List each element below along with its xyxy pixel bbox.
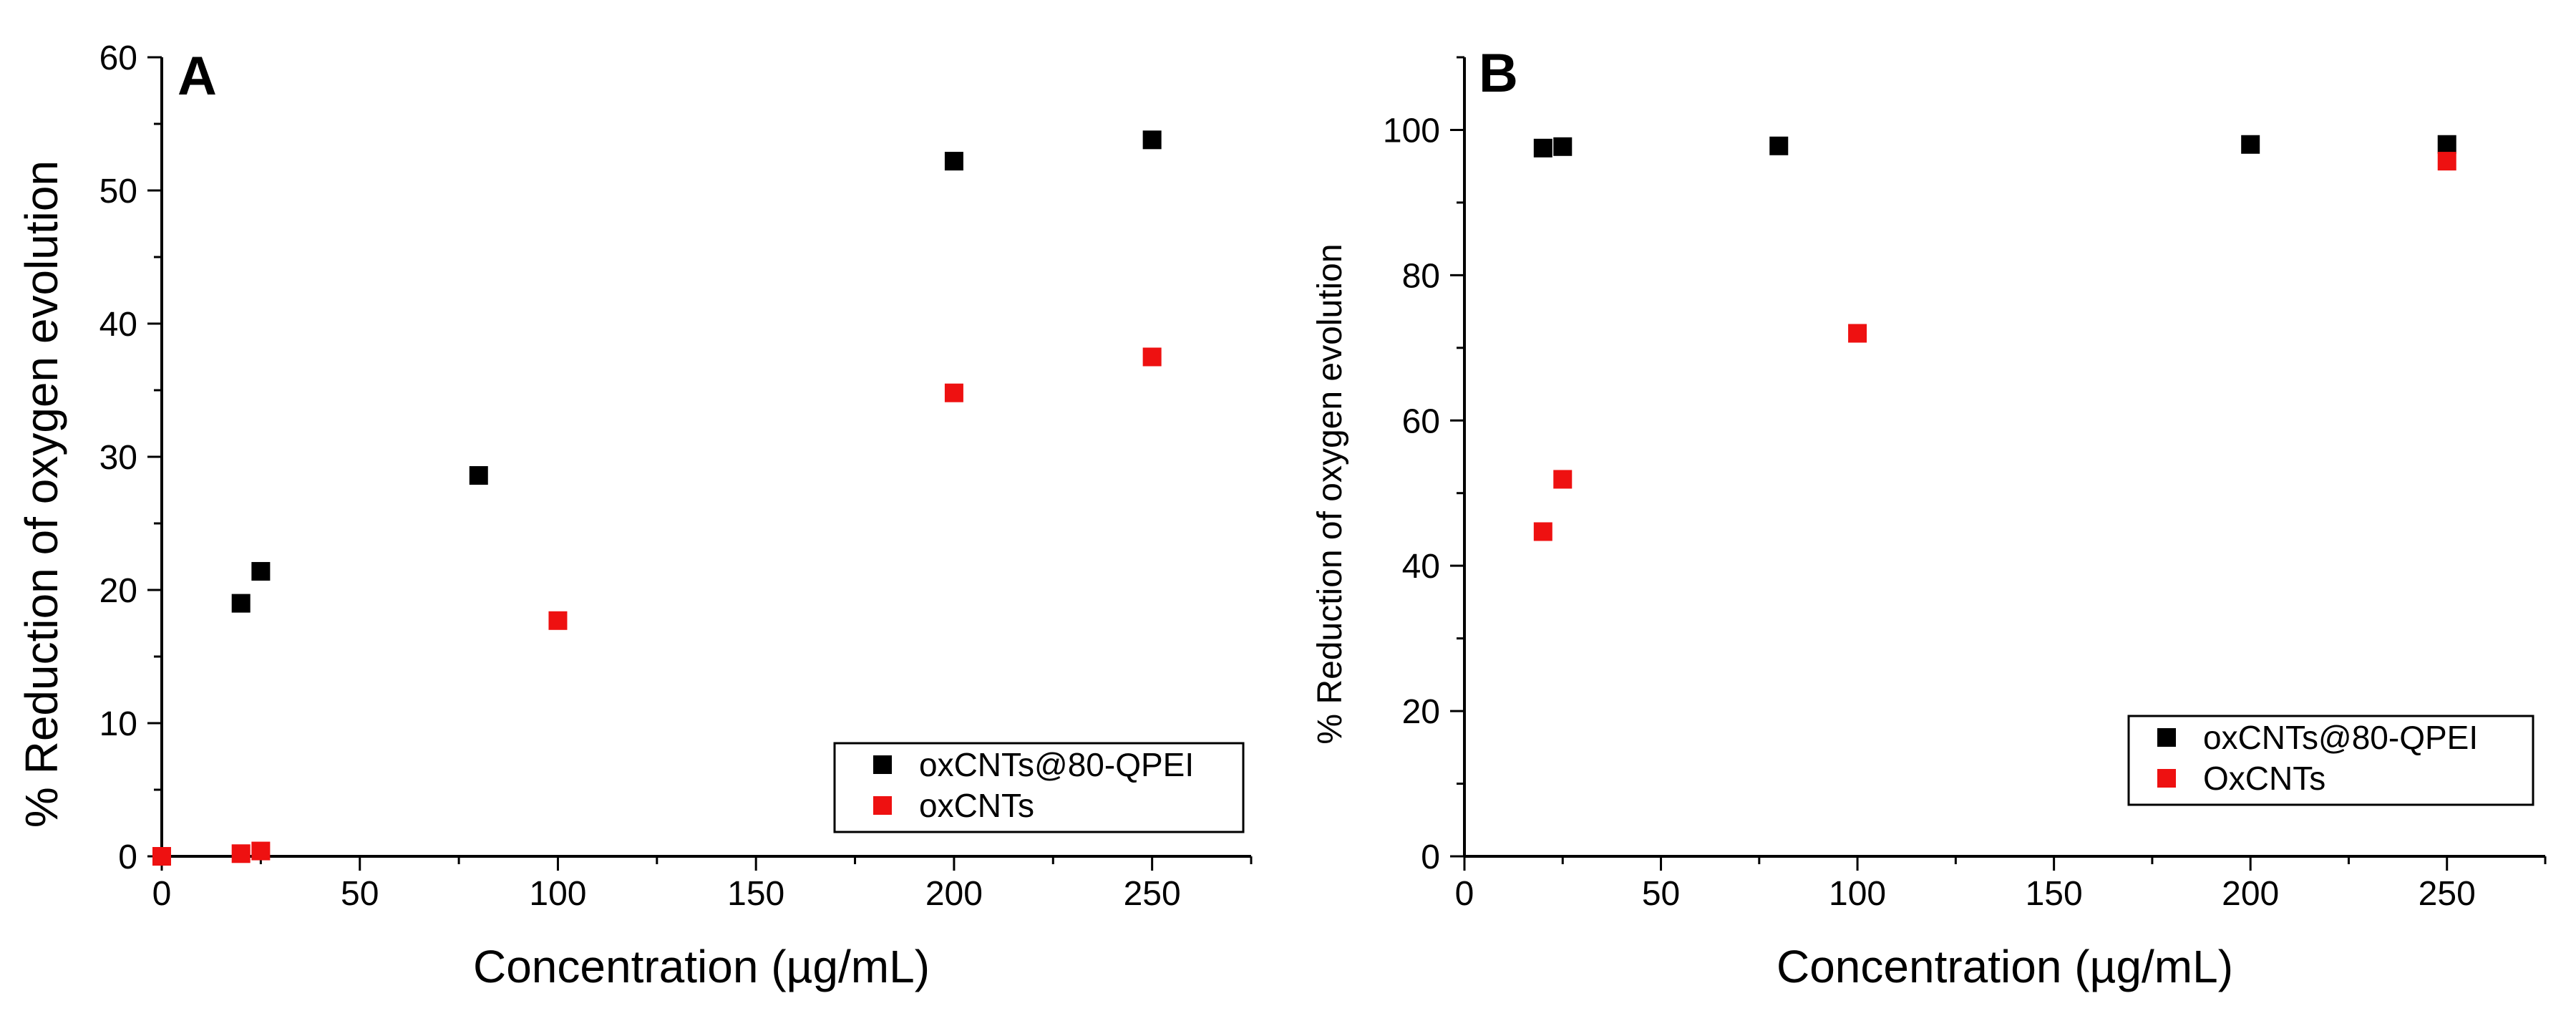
panel-a-y-tick-label: 20 xyxy=(99,572,137,610)
panel-b-label: B xyxy=(1479,43,1518,104)
panel-a-series-2-point xyxy=(251,841,271,861)
panel-b-series-1-point xyxy=(1769,136,1789,155)
panel-a-legend-box xyxy=(833,742,1245,833)
panel-b-y-tick-label: 40 xyxy=(1402,548,1440,586)
panel-a-series-1-point xyxy=(231,594,251,613)
panel-a-x-axis-title: Concentration (µg/mL) xyxy=(473,941,930,992)
panel-b-y-tick-label: 60 xyxy=(1402,402,1440,440)
panel-b-x-tick-label: 0 xyxy=(1455,875,1474,913)
panel-b-x-axis-title: Concentration (µg/mL) xyxy=(1777,941,2233,992)
panel-b-series-1-point xyxy=(1533,138,1552,158)
panel-b-y-tick-label: 20 xyxy=(1402,693,1440,731)
panel-b-x-tick-label: 250 xyxy=(2419,875,2476,913)
panel-a-x-tick-label: 150 xyxy=(727,875,784,913)
panel-b-series-1-point xyxy=(2437,135,2456,154)
panel-a-y-tick-label: 50 xyxy=(99,173,137,211)
panel-b: B 0 50 100 150 200 250 0 20 40 60 80 100 oxCNTs@80-… xyxy=(1311,43,2547,992)
panel-b-axes: 0 50 100 150 200 250 0 20 40 60 80 100 xyxy=(1383,56,2547,913)
panel-a-x-tick-label: 0 xyxy=(152,875,172,913)
panel-a-series-2-point xyxy=(231,844,251,863)
panel-b-series-2-point xyxy=(2437,152,2456,171)
panel-a-y-tick-label: 10 xyxy=(99,705,137,743)
panel-a-markers xyxy=(152,130,1162,866)
panel-a-series-2-point xyxy=(1142,347,1162,367)
panel-b-legend-label-2: OxCNTs xyxy=(2203,760,2325,797)
panel-b-legend-box xyxy=(2127,715,2534,806)
panel-b-series-1-point xyxy=(1553,137,1573,156)
panel-a-y-tick-label: 40 xyxy=(99,306,137,344)
panel-a-legend-label-1: oxCNTs@80-QPEI xyxy=(919,746,1194,783)
panel-a-legend: oxCNTs@80-QPEI oxCNTs xyxy=(833,742,1245,833)
panel-a-x-tick-label: 100 xyxy=(529,875,586,913)
panel-a-x-tick-label: 50 xyxy=(341,875,379,913)
panel-b-series-2-point xyxy=(1848,324,1867,343)
panel-a-y-axis-title: % Reduction of oxygen evolution xyxy=(16,160,67,828)
panel-a-axes: 0 50 100 150 200 250 0 10 20 30 40 50 60 xyxy=(99,39,1253,913)
panel-b-series-1-point xyxy=(2241,135,2260,154)
panel-b-legend-marker-1 xyxy=(2157,728,2176,747)
panel-b-y-tick-label: 100 xyxy=(1383,112,1440,150)
panel-a-y-tick-label: 30 xyxy=(99,439,137,477)
panel-a-series-1-point xyxy=(944,152,963,171)
panel-b-y-tick-label: 80 xyxy=(1402,257,1440,295)
panel-b-x-tick-label: 100 xyxy=(1829,875,1886,913)
panel-b-series-2-point xyxy=(1533,522,1552,541)
panel-b-legend-label-1: oxCNTs@80-QPEI xyxy=(2203,719,2478,756)
panel-b-y-tick-label: 0 xyxy=(1421,838,1440,876)
panel-b-x-tick-label: 200 xyxy=(2222,875,2279,913)
panel-a-x-tick-label: 250 xyxy=(1124,875,1181,913)
panel-a-series-1-point xyxy=(1142,130,1162,150)
panel-a-legend-marker-1 xyxy=(873,755,892,774)
panel-a-series-1-point xyxy=(251,561,271,581)
panel-a-series-2-point xyxy=(548,611,568,630)
panel-a-y-tick-label: 60 xyxy=(99,39,137,77)
panel-b-legend: oxCNTs@80-QPEI OxCNTs xyxy=(2127,715,2534,806)
panel-a-legend-marker-2 xyxy=(873,796,892,815)
panel-b-x-tick-label: 150 xyxy=(2026,875,2083,913)
panel-b-y-axis-title: % Reduction of oxygen evolution xyxy=(1311,243,1349,744)
panel-a-y-tick-label: 0 xyxy=(118,838,137,876)
panel-a-series-1-point xyxy=(469,466,488,485)
panel-a-series-2-point xyxy=(152,847,171,866)
panel-a-label: A xyxy=(178,46,217,107)
panel-b-legend-marker-2 xyxy=(2157,769,2176,788)
panel-b-series-2-point xyxy=(1553,470,1573,489)
panel-a: A 0 50 100 150 200 250 0 10 20 30 40 50 60 oxCNTs@80… xyxy=(16,39,1253,992)
panel-a-legend-label-2: oxCNTs xyxy=(919,787,1034,824)
panel-b-x-tick-label: 50 xyxy=(1642,875,1680,913)
panel-a-series-2-point xyxy=(944,383,963,402)
panel-b-markers xyxy=(1533,135,2456,541)
panel-a-x-tick-label: 200 xyxy=(925,875,983,913)
